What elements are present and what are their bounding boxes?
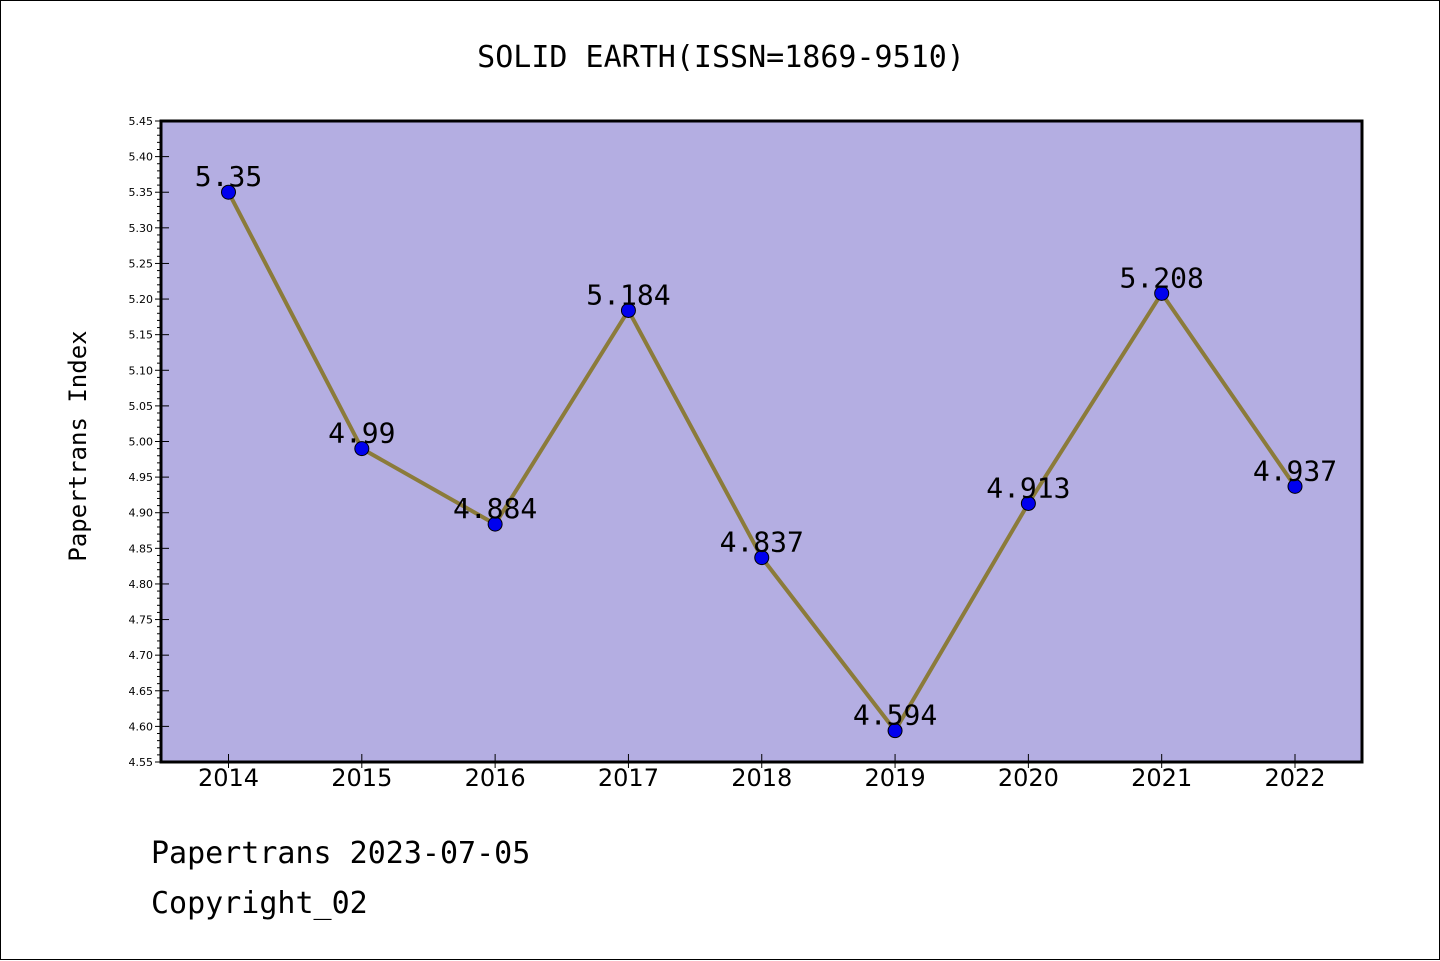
- x-tick-label: 2016: [465, 764, 526, 792]
- y-tick-label: 5.45: [129, 115, 154, 128]
- data-label: 4.884: [453, 492, 537, 525]
- x-tick-label: 2017: [598, 764, 659, 792]
- data-point: [754, 550, 770, 566]
- data-label: 5.184: [586, 278, 670, 311]
- footer-date-text: Papertrans 2023-07-05: [151, 836, 531, 871]
- y-tick-label: 4.60: [129, 720, 154, 733]
- y-tick-label: 5.25: [129, 257, 154, 270]
- y-tick-label: 4.75: [129, 614, 154, 627]
- y-tick-label: 5.00: [129, 436, 154, 449]
- data-label: 4.837: [720, 526, 804, 559]
- x-axis-ticks: 2014 2015 2016 2017 2018 2019 2020 2021 2022: [198, 754, 1326, 792]
- y-tick-label: 5.30: [129, 222, 154, 235]
- data-label: 4.913: [986, 471, 1070, 504]
- y-axis-label: Papertrans Index: [64, 330, 92, 561]
- data-point: [1154, 285, 1170, 301]
- series-layer: 5.35 4.99 4.884 5.184 4.837 4.594 4.913 5.208 4.…: [195, 160, 1337, 739]
- y-tick-label: 4.95: [129, 471, 154, 484]
- y-tick-label: 4.70: [129, 649, 154, 662]
- data-point: [620, 302, 636, 318]
- y-tick-label: 5.35: [129, 186, 154, 199]
- data-point: [221, 184, 236, 200]
- x-tick-label: 2018: [731, 764, 792, 792]
- chart-title: SOLID EARTH(ISSN=1869-9510): [477, 40, 965, 75]
- footer-copyright-text: Copyright_02: [151, 886, 368, 921]
- y-tick-label: 5.15: [129, 329, 154, 342]
- data-label: 4.99: [328, 417, 395, 450]
- data-point: [354, 441, 370, 457]
- data-label: 5.208: [1120, 261, 1204, 294]
- data-label: 4.594: [853, 699, 937, 732]
- x-tick-label: 2021: [1131, 764, 1192, 792]
- y-tick-label: 4.90: [129, 507, 154, 520]
- x-tick-label: 2015: [331, 764, 392, 792]
- y-tick-label: 5.20: [129, 293, 154, 306]
- y-tick-label: 4.80: [129, 578, 154, 591]
- y-tick-label: 4.55: [129, 756, 154, 769]
- data-point: [1020, 495, 1036, 511]
- y-axis-ticks: 4.55 4.60 4.65 4.70 4.75 4.80 4.85 4.90 4.95 5.00…: [129, 115, 169, 769]
- x-tick-label: 2014: [198, 764, 259, 792]
- x-tick-label: 2022: [1264, 764, 1325, 792]
- x-tick-label: 2020: [998, 764, 1059, 792]
- y-tick-label: 5.05: [129, 400, 154, 413]
- y-tick-label: 5.10: [129, 364, 154, 377]
- data-point: [887, 723, 903, 739]
- data-label: 4.937: [1253, 454, 1337, 487]
- data-point: [487, 516, 503, 532]
- x-tick-label: 2019: [865, 764, 926, 792]
- data-point: [1287, 478, 1303, 494]
- y-tick-label: 5.40: [129, 151, 154, 164]
- y-tick-label: 4.85: [129, 542, 154, 555]
- y-tick-label: 4.65: [129, 685, 154, 698]
- data-label: 5.35: [195, 160, 262, 193]
